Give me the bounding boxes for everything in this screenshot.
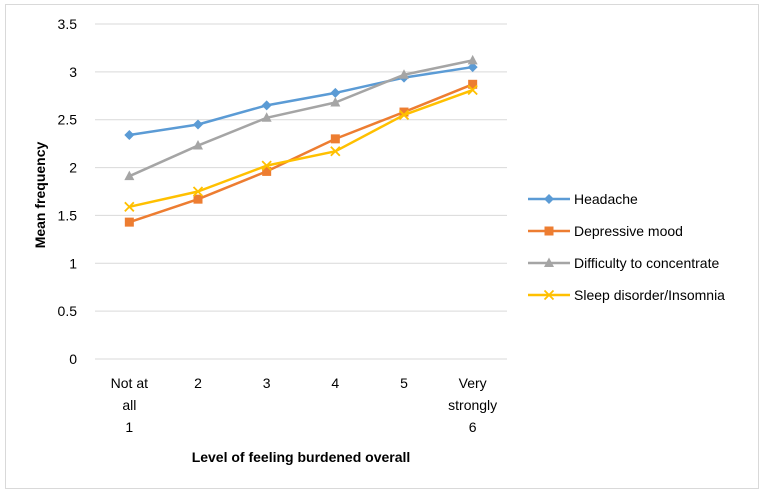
data-point <box>330 87 341 98</box>
data-point <box>398 109 410 121</box>
legend-label: Headache <box>574 191 638 207</box>
x-axis-title: Level of feeling burdened overall <box>192 449 411 465</box>
series-2 <box>124 79 478 227</box>
x-tick-label: 5 <box>400 375 408 391</box>
data-point <box>467 54 478 65</box>
data-point <box>193 140 203 150</box>
y-tick-label: 1 <box>69 255 77 271</box>
series-4 <box>124 84 478 212</box>
series-layer <box>124 54 478 227</box>
legend-item: Difficulty to concentrate <box>528 255 719 271</box>
data-point <box>261 100 272 111</box>
legend-label: Difficulty to concentrate <box>574 255 719 271</box>
y-tick-label: 1.5 <box>58 207 78 223</box>
x-tick-label: 3 <box>263 375 271 391</box>
legend-marker <box>544 194 554 204</box>
y-tick-label: 3.5 <box>58 16 78 32</box>
legend-label: Depressive mood <box>574 223 683 239</box>
data-point <box>261 160 272 171</box>
series-line <box>128 83 474 224</box>
series-line <box>128 59 473 178</box>
legend-marker <box>543 289 555 301</box>
data-point <box>124 217 134 227</box>
y-axis-title: Mean frequency <box>32 141 48 248</box>
data-point <box>467 62 478 73</box>
x-tick-label: Very strongly 6 <box>448 375 497 435</box>
data-point <box>124 130 135 141</box>
legend-item: Headache <box>528 191 638 207</box>
y-tick-label: 0.5 <box>58 303 78 319</box>
data-point <box>399 69 409 79</box>
data-point <box>124 170 135 181</box>
legend: Headache Depressive mood Difficulty to con… <box>528 191 725 303</box>
legend-marker <box>544 257 554 267</box>
series-1 <box>124 62 478 141</box>
series-line <box>129 65 473 137</box>
y-tick-label: 2 <box>69 160 77 176</box>
x-tick-label: Not at all 1 <box>111 375 148 435</box>
data-point <box>193 194 203 204</box>
series-3 <box>124 54 478 181</box>
y-tick-label: 0 <box>69 351 77 367</box>
gridlines <box>95 23 507 360</box>
data-point <box>330 134 340 144</box>
x-axis-ticks: Not at all 1 2 3 4 5 Very strongly 6 <box>111 375 498 435</box>
data-point <box>262 166 272 176</box>
data-point <box>467 84 478 96</box>
data-point <box>330 146 341 157</box>
data-point <box>192 186 204 197</box>
data-point <box>193 119 203 130</box>
legend-marker <box>544 226 554 236</box>
data-point <box>124 201 135 212</box>
y-axis-ticks: 0 0.5 1 1.5 2 2.5 3 3.5 <box>58 16 78 367</box>
y-tick-label: 2.5 <box>58 112 78 128</box>
data-point <box>399 107 409 117</box>
x-tick-label: 4 <box>331 375 339 391</box>
data-point <box>330 96 341 107</box>
data-point <box>261 112 272 122</box>
legend-label: Sleep disorder/Insomnia <box>574 287 725 303</box>
legend-item: Depressive mood <box>528 223 683 239</box>
y-tick-label: 3 <box>69 64 77 80</box>
x-tick-label: 2 <box>194 375 202 391</box>
series-line <box>129 88 474 209</box>
data-point <box>468 79 478 89</box>
legend-item: Sleep disorder/Insomnia <box>528 287 725 303</box>
